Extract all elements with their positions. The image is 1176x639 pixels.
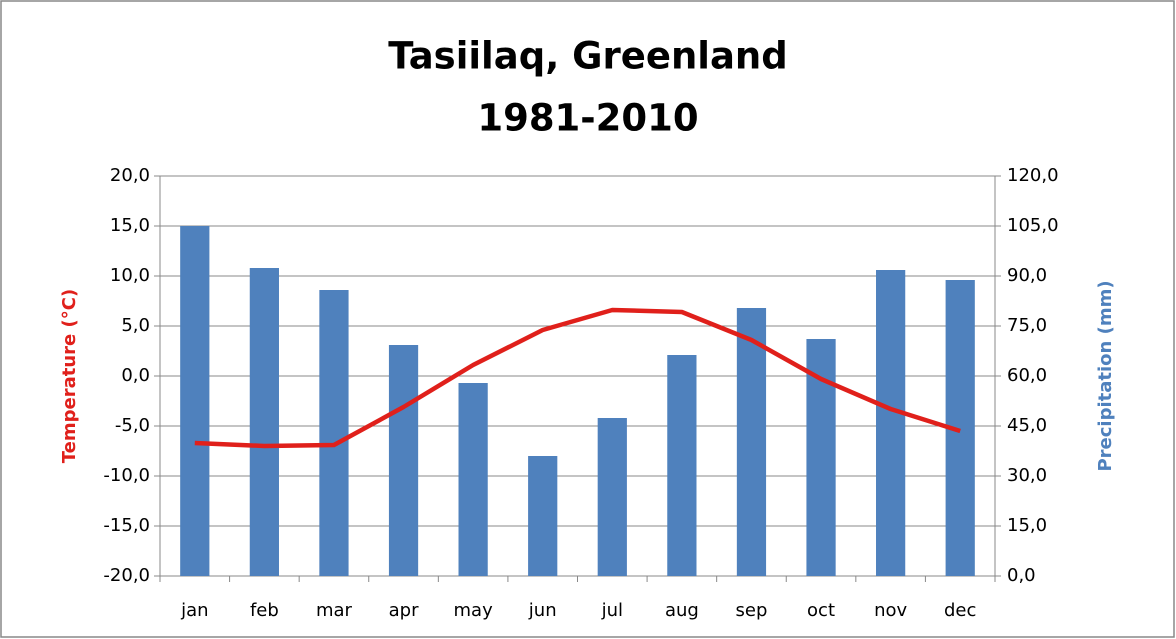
- y2-tick-label: 0,0: [1007, 565, 1036, 586]
- y2-tick-label: 60,0: [1007, 365, 1047, 386]
- line: [194, 307, 961, 449]
- x-tick-label: jul: [601, 600, 623, 621]
- bar: [528, 456, 558, 576]
- x-tick-label: jun: [528, 600, 557, 621]
- bar: [180, 226, 210, 576]
- chart-title: 1981-2010: [477, 97, 698, 140]
- y-tick-label: 5,0: [121, 315, 150, 336]
- y-tick-label: -15,0: [103, 515, 150, 536]
- y-tick-label: -10,0: [103, 465, 150, 486]
- y-tick-label: -20,0: [103, 565, 150, 586]
- x-tick-label: nov: [874, 600, 907, 621]
- y2-tick-label: 30,0: [1007, 465, 1047, 486]
- x-tick-label: sep: [736, 600, 768, 621]
- y2-tick-label: 90,0: [1007, 265, 1047, 286]
- x-tick-label: apr: [389, 600, 419, 621]
- bar: [597, 418, 627, 576]
- bar: [667, 355, 697, 576]
- bar: [458, 383, 488, 576]
- x-tick-label: may: [454, 600, 494, 621]
- y2-tick-label: 45,0: [1007, 415, 1047, 436]
- x-tick-label: mar: [316, 600, 353, 621]
- y2-axis-label: Precipitation (mm): [1095, 280, 1116, 471]
- bar: [876, 270, 906, 576]
- bar: [736, 308, 767, 576]
- chart-title: Tasiilaq, Greenland: [388, 35, 788, 78]
- bar: [319, 290, 349, 576]
- x-tick-label: feb: [250, 600, 279, 621]
- y2-tick-label: 105,0: [1007, 215, 1059, 236]
- y2-tick-label: 120,0: [1007, 165, 1059, 186]
- x-tick-label: dec: [944, 600, 976, 621]
- x-tick-label: aug: [665, 600, 699, 621]
- x-tick-label: oct: [807, 600, 835, 621]
- y2-tick-label: 15,0: [1007, 515, 1047, 536]
- x-tick-label: jan: [180, 600, 208, 621]
- y-tick-label: 15,0: [110, 215, 150, 236]
- y-tick-label: 20,0: [110, 165, 150, 186]
- y2-tick-label: 75,0: [1007, 315, 1047, 336]
- y-axis-label: Temperature (°C): [59, 289, 80, 463]
- y-tick-label: 0,0: [121, 365, 150, 386]
- y-tick-label: 10,0: [110, 265, 150, 286]
- bar: [388, 345, 419, 576]
- bar: [249, 268, 279, 576]
- y-tick-label: -5,0: [115, 415, 150, 436]
